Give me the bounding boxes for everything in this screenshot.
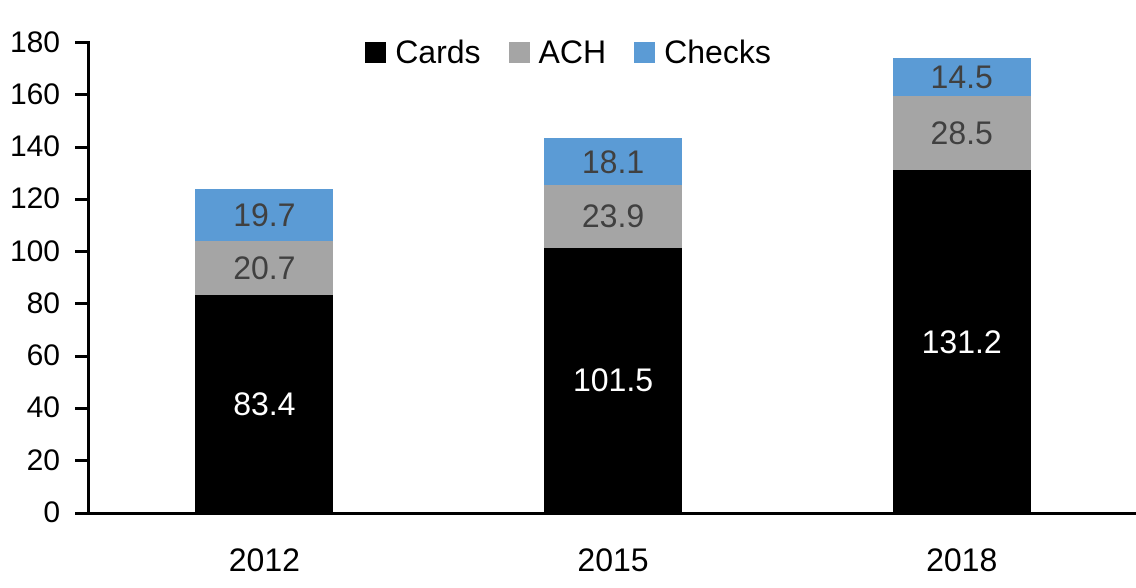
bar-segment-checks-2018 bbox=[892, 57, 1031, 96]
y-tick-label: 160 bbox=[9, 77, 60, 111]
legend-swatch-cards bbox=[365, 41, 387, 63]
legend-label: Checks bbox=[664, 34, 771, 70]
y-axis-tick bbox=[75, 197, 87, 201]
legend-item-checks: Checks bbox=[634, 36, 771, 68]
value-label-ach-2018: 28.5 bbox=[930, 114, 993, 151]
y-tick-label: 140 bbox=[9, 130, 60, 164]
value-label-checks-2012: 19.7 bbox=[233, 197, 296, 234]
value-label-cards-2015: 101.5 bbox=[572, 362, 654, 399]
y-axis-tick bbox=[75, 250, 87, 254]
y-axis-tick bbox=[75, 302, 87, 306]
legend-swatch-ach bbox=[508, 41, 530, 63]
y-axis-tick bbox=[75, 459, 87, 463]
legend-label: ACH bbox=[538, 34, 607, 70]
y-axis-tick bbox=[75, 406, 87, 410]
value-label-ach-2012: 20.7 bbox=[233, 249, 296, 286]
legend-item-cards: Cards bbox=[365, 34, 481, 70]
x-tick-label-2018: 2018 bbox=[926, 542, 998, 578]
x-tick-label-2012: 2012 bbox=[228, 542, 300, 578]
y-tick-label: 20 bbox=[26, 443, 60, 477]
legend-label: Cards bbox=[395, 34, 481, 70]
y-axis-tick bbox=[75, 354, 87, 358]
chart-legend: Cards ACH Checks bbox=[0, 36, 1136, 68]
bar-segment-cards-2018 bbox=[892, 170, 1031, 513]
x-axis-line bbox=[75, 511, 1136, 515]
y-tick-label: 0 bbox=[43, 496, 60, 529]
legend-item-ach: ACH bbox=[508, 34, 607, 70]
bar-segment-checks-2012 bbox=[195, 189, 334, 241]
bar-segment-ach-2012 bbox=[195, 240, 334, 295]
y-tick-label: 60 bbox=[26, 339, 60, 373]
bar-segment-cards-2012 bbox=[195, 295, 334, 513]
value-label-checks-2018: 14.5 bbox=[930, 58, 993, 95]
y-tick-label: 180 bbox=[9, 25, 60, 59]
y-axis-line bbox=[87, 41, 90, 515]
y-tick-label: 100 bbox=[9, 234, 60, 268]
value-label-checks-2015: 18.1 bbox=[581, 143, 645, 180]
legend-swatch-checks bbox=[634, 41, 656, 63]
value-label-cards-2018: 131.2 bbox=[921, 323, 1002, 360]
bar-segment-checks-2015 bbox=[544, 137, 682, 186]
y-tick-label: 80 bbox=[26, 286, 60, 320]
x-tick-label-2015: 2015 bbox=[577, 542, 649, 578]
value-label-ach-2015: 23.9 bbox=[581, 198, 645, 235]
value-label-cards-2012: 83.4 bbox=[233, 386, 296, 422]
bar-segment-ach-2015 bbox=[544, 185, 682, 248]
y-axis-tick bbox=[75, 41, 87, 44]
bar-segment-cards-2015 bbox=[544, 247, 682, 513]
y-tick-label: 120 bbox=[9, 182, 60, 216]
y-tick-label: 40 bbox=[26, 391, 60, 425]
bar-segment-ach-2018 bbox=[892, 95, 1031, 171]
y-axis-tick bbox=[75, 93, 87, 97]
y-axis-tick bbox=[75, 145, 87, 149]
